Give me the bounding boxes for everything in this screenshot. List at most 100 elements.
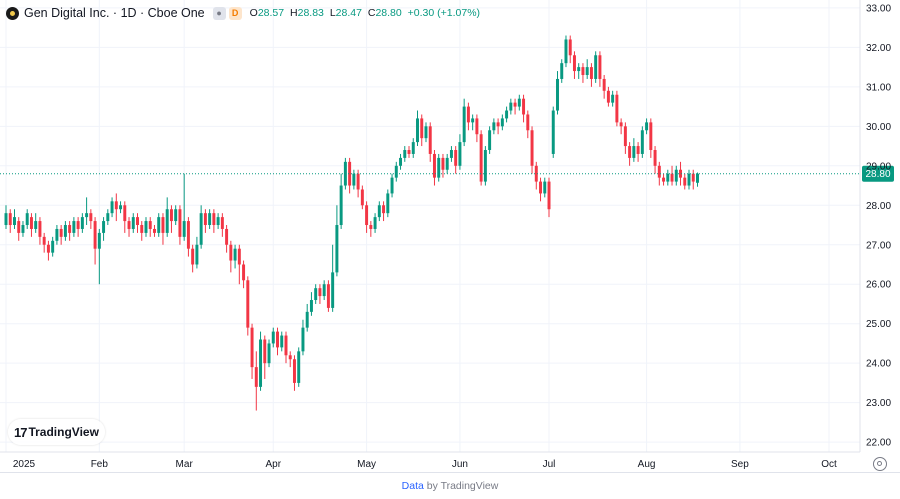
candle-body [254,367,258,387]
attribution-text: by TradingView [423,480,499,492]
candle-body [683,177,687,186]
y-tick-label: 32.00 [866,43,891,54]
tradingview-watermark[interactable]: 17 TradingView [8,419,105,445]
candle-body [471,118,475,123]
data-attribution: Data by TradingView [0,472,900,498]
candle-body [165,209,169,233]
candle-body [25,213,29,226]
x-tick-label: May [357,459,376,470]
candle-body [191,248,195,265]
candle-body [212,213,216,226]
close-label: C [367,7,376,19]
symbol-legend: Gen Digital Inc. · 1D · Cboe One ● D O28… [6,5,483,21]
settings-icon[interactable] [873,457,887,471]
candle-body [46,244,50,253]
candle-body [305,311,309,328]
candle-body [76,221,80,229]
candle-body [437,157,441,178]
candle-body [615,94,619,123]
candle-body [488,130,492,151]
candle-body [85,213,89,218]
data-link[interactable]: Data [401,480,424,492]
candle-body [479,134,483,182]
y-tick-label: 31.00 [866,82,891,93]
candle-body [619,122,623,127]
candle-body [38,221,42,237]
candle-body [399,157,403,166]
candle-body [292,359,296,383]
last-price-tag [862,165,894,182]
candle-body [80,217,84,229]
candle-body [339,185,343,226]
candle-body [157,217,161,233]
candle-body [136,217,139,226]
candle-body [110,201,114,214]
candle-body [657,165,661,178]
candle-body [288,355,292,360]
candle-body [331,272,335,308]
candle-body [466,106,470,123]
close-value: 28.80 [375,7,402,19]
candle-body [377,205,381,218]
candle-body [666,173,670,182]
axes: 22.00 23.00 24.00 25.00 26.00 27.00 28.00 29.00… [0,0,891,470]
dividend-badge[interactable]: D [228,6,242,20]
candle-body [670,173,674,182]
candle-body [152,228,156,233]
candle-body [8,213,12,226]
candle-body [500,118,504,127]
y-tick-label: 27.00 [866,240,891,251]
eye-icon[interactable]: ● [212,6,226,20]
candle-body [21,225,25,233]
y-tick-label: 26.00 [866,280,891,291]
candle-body [534,165,538,182]
candle-body [416,118,419,143]
candle-body [509,102,513,111]
candle-body [63,225,67,237]
candle-body [475,118,479,135]
candle-body [428,126,432,154]
candle-body [386,193,390,214]
ohlc-values: O28.57 H28.83 L28.47 C28.80 +0.30 (+1.07… [250,7,483,19]
y-tick-label: 25.00 [866,319,891,330]
candle-body [551,110,555,154]
candle-body [679,169,683,178]
price-chart[interactable]: 28.80 22.00 23.00 24.00 25.00 26.00 27.00 28.0… [0,0,900,472]
candle-body [127,221,131,229]
candle-body [662,177,666,182]
candle-body [237,248,241,265]
candle-body [365,205,369,226]
candle-body [645,122,649,131]
symbol-title[interactable]: Gen Digital Inc. · 1D · Cboe One [24,6,205,20]
candle-body [72,221,76,233]
candle-body [203,213,207,226]
y-tick-label: 33.00 [866,3,891,14]
candle-body [267,343,271,364]
candle-body [585,67,589,76]
candle-body [602,78,606,91]
candle-body [352,173,356,186]
candle-body [407,150,411,154]
candle-body [131,217,135,229]
last-price-label: 28.80 [865,169,890,180]
candle-body [691,173,695,182]
candle-body [309,300,313,312]
candle-body [628,146,632,158]
candle-body [140,225,144,233]
candle-body [462,106,466,143]
candle-body [632,146,636,158]
candle-body [271,331,275,344]
x-tick-label: Sep [731,459,749,470]
candle-body [589,67,593,79]
gen-digital-logo-icon [6,6,19,20]
candle-body [356,173,360,190]
candles [4,35,699,411]
candle-body [696,173,699,183]
x-tick-label: 2025 [13,459,36,470]
candle-body [250,327,254,368]
candle-body [594,55,598,79]
candle-body [420,118,424,139]
candle-body [59,228,63,237]
candle-body [539,181,543,194]
candle-body [208,213,212,226]
